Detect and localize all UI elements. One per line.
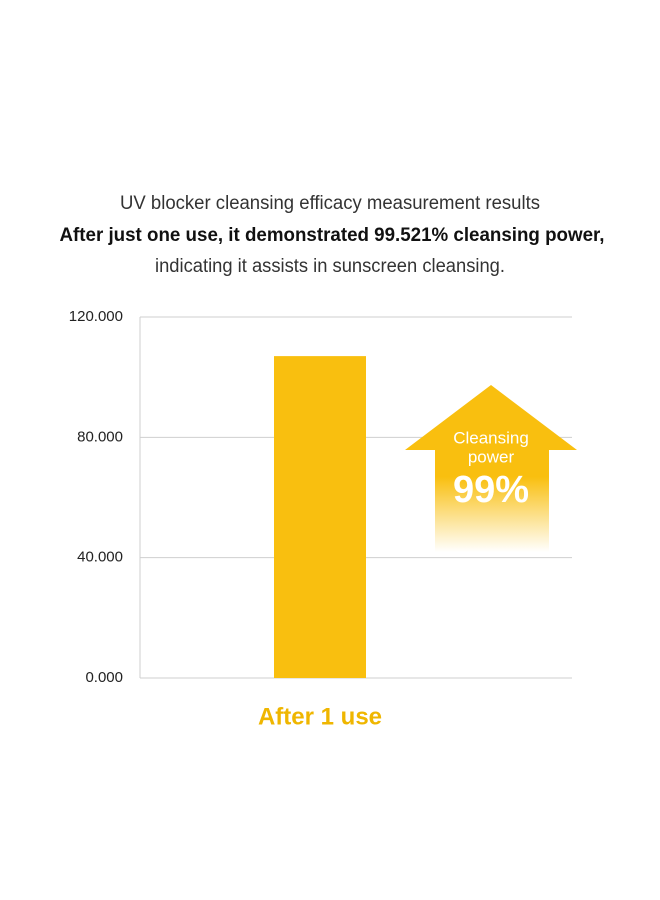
annotation-value: 99% (453, 469, 529, 511)
bar (274, 356, 366, 678)
arrow-shape (405, 385, 577, 552)
annotation-arrow: Cleansing power 99% (405, 385, 577, 552)
annotation-text: Cleansing (453, 428, 529, 447)
x-tick-label: After 1 use (258, 703, 382, 730)
y-tick-label: 40.000 (77, 549, 123, 566)
y-tick-label: 120.000 (69, 308, 123, 325)
y-tick-label: 80.000 (77, 428, 123, 445)
y-tick-label: 0.000 (85, 669, 123, 686)
chart-title: UV blocker cleansing efficacy measuremen… (120, 193, 540, 214)
chart-subtitle: indicating it assists in sunscreen clean… (155, 256, 505, 277)
chart-subtitle: After just one use, it demonstrated 99.5… (60, 225, 605, 246)
annotation-text: power (468, 447, 515, 466)
